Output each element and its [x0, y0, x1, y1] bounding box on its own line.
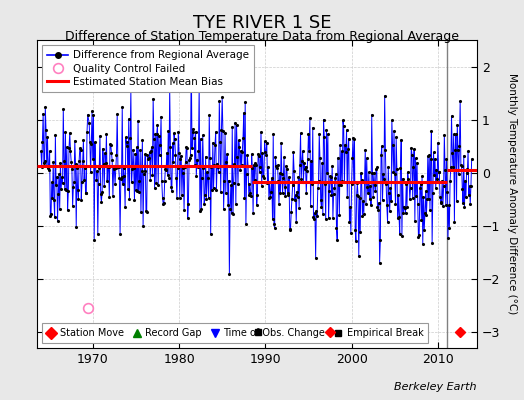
- Y-axis label: Monthly Temperature Anomaly Difference (°C): Monthly Temperature Anomaly Difference (…: [507, 73, 517, 315]
- Legend: Station Move, Record Gap, Time of Obs. Change, Empirical Break: Station Move, Record Gap, Time of Obs. C…: [41, 324, 428, 343]
- Text: Berkeley Earth: Berkeley Earth: [395, 382, 477, 392]
- Text: Difference of Station Temperature Data from Regional Average: Difference of Station Temperature Data f…: [65, 30, 459, 43]
- Text: TYE RIVER 1 SE: TYE RIVER 1 SE: [193, 14, 331, 32]
